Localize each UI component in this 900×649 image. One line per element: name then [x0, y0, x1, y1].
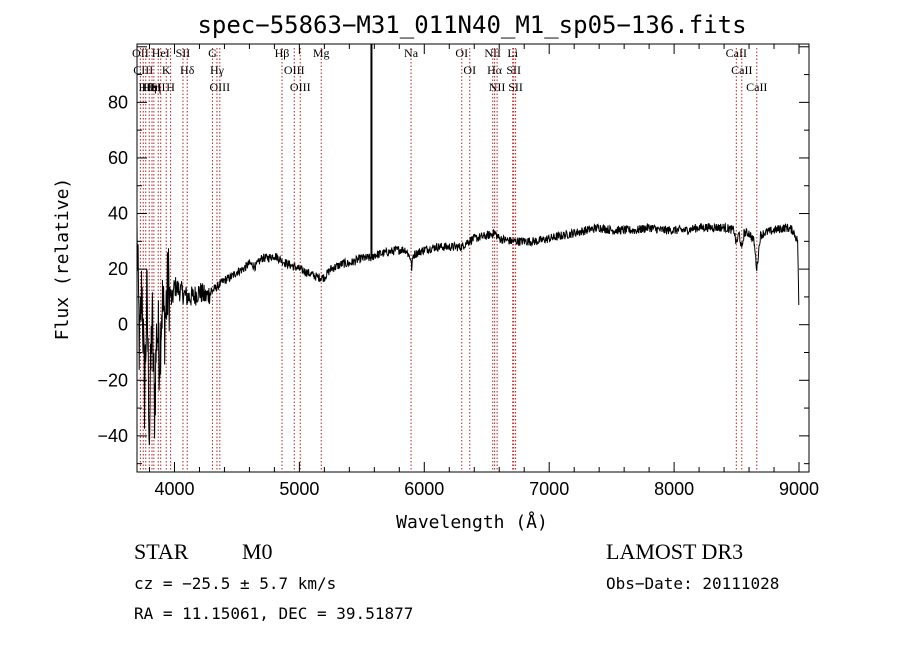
observation-date: Obs−Date: 20111028	[606, 574, 780, 593]
y-tick-label: 60	[108, 148, 128, 168]
line-label-16: OIII	[284, 63, 305, 77]
line-label-20: OI	[455, 46, 468, 60]
x-tick-label: 6000	[404, 479, 444, 499]
line-label-25: Li	[507, 46, 518, 60]
line-label-18: Mg	[313, 46, 330, 60]
line-label-19: Na	[404, 46, 419, 60]
line-label-17: OIII	[290, 80, 311, 94]
object-subclass: M0	[242, 539, 273, 564]
line-label-11: Hδ	[180, 63, 195, 77]
line-label-15: Hβ	[275, 46, 290, 60]
line-label-30: CaII	[746, 80, 767, 94]
line-label-9: H	[166, 80, 175, 94]
line-label-22: NII	[484, 46, 501, 60]
line-label-0: OII	[132, 46, 149, 60]
line-label-13: Hγ	[210, 63, 225, 77]
line-label-27: SII	[508, 80, 523, 94]
line-label-1: CIII	[133, 63, 153, 77]
object-class: STAR	[134, 539, 189, 564]
line-label-3: Hη	[142, 80, 157, 94]
line-label-4: HeI	[143, 80, 161, 94]
y-tick-label: 80	[108, 92, 128, 112]
x-tick-label: 8000	[654, 479, 694, 499]
line-label-12: G	[208, 46, 217, 60]
y-tick-label: 20	[108, 259, 128, 279]
line-label-10: SII	[176, 46, 191, 60]
x-axis-label: Wavelength (Å)	[396, 511, 548, 533]
line-label-5: Hη	[146, 80, 161, 94]
line-label-26: SII	[506, 63, 521, 77]
emission-line-markers: OIICIIIHθHηHeIHηSIIHeIKHSIIHδGHγOIIIHβOI…	[132, 46, 767, 472]
line-label-21: OI	[463, 63, 476, 77]
line-label-6: SII	[151, 80, 166, 94]
line-label-23: Hα	[487, 63, 503, 77]
line-label-29: CaII	[731, 63, 752, 77]
y-axis-label: Flux (relative)	[52, 178, 73, 341]
survey-name: LAMOST DR3	[606, 539, 744, 564]
line-label-28: CaII	[726, 46, 747, 60]
plot-frame	[136, 43, 810, 473]
y-tick-label: −40	[97, 426, 128, 446]
line-label-24: NII	[489, 80, 506, 94]
ra-dec-coordinates: RA = 11.15061, DEC = 39.51877	[134, 604, 414, 623]
spectrum-line	[136, 221, 800, 446]
x-tick-label: 4000	[154, 479, 194, 499]
redshift-cz: cz = −25.5 ± 5.7 km/s	[134, 574, 337, 593]
line-label-8: K	[162, 63, 171, 77]
y-tick-label: 0	[118, 315, 128, 335]
chart-title: spec−55863−M31_011N40_M1_sp05−136.fits	[197, 11, 746, 39]
line-label-14: OIII	[209, 80, 230, 94]
y-tick-label: −20	[97, 370, 128, 390]
x-tick-label: 9000	[779, 479, 819, 499]
line-label-7: HeI	[152, 46, 170, 60]
y-tick-label: 40	[108, 204, 128, 224]
x-tick-label: 5000	[279, 479, 319, 499]
plot-axes: 4000 5000 6000 7000 8000 9000 −40 −20 0 20 40 60 80	[97, 43, 819, 499]
spectrum-series	[136, 44, 800, 446]
x-tick-label: 7000	[529, 479, 569, 499]
